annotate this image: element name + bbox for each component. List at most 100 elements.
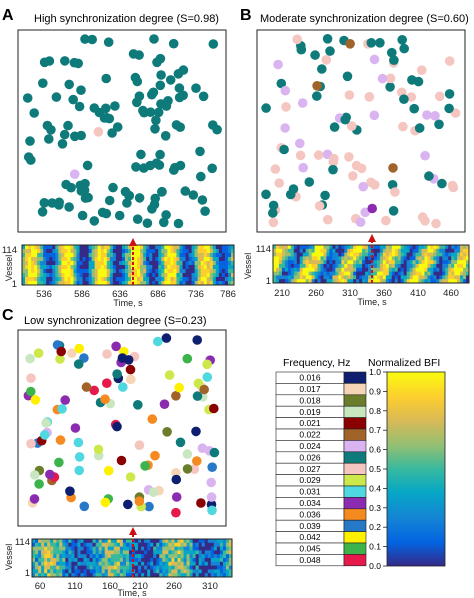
vessel-dot	[420, 150, 430, 161]
vessel-dot	[377, 73, 388, 84]
vessel-dots	[22, 34, 222, 229]
vessel-dot	[44, 134, 54, 144]
vessel-dot	[59, 129, 70, 140]
y-tick-bottom: 1	[25, 568, 30, 579]
vessel-dot	[366, 38, 377, 48]
vessel-dot	[292, 34, 303, 45]
vessel-dot	[389, 55, 399, 65]
vessel-dot	[60, 395, 70, 405]
colorbar-tick: 0.1	[369, 542, 381, 552]
vessel-dot	[397, 35, 408, 45]
vessel-dot	[125, 364, 136, 375]
vessel-dot	[192, 391, 203, 401]
x-tick: 636	[112, 289, 128, 300]
vessel-dot	[147, 414, 158, 424]
vessel-dot	[117, 353, 128, 363]
vessel-dot	[125, 472, 136, 482]
vessel-dot	[26, 373, 36, 384]
vessel-dot	[153, 107, 164, 118]
vessel-dot	[268, 217, 279, 228]
vessel-dot	[168, 38, 179, 49]
colorbar-tick: 0.8	[369, 406, 381, 416]
vessel-dot	[39, 430, 50, 440]
vessel-dot	[417, 212, 428, 222]
vessel-dot	[155, 80, 166, 91]
vessel-dot	[152, 57, 162, 68]
vessel-dot	[54, 457, 64, 468]
legend-value: 0.045	[299, 544, 321, 554]
legend-swatch	[343, 508, 367, 521]
vessel-dot	[274, 178, 285, 188]
time-axis-label: Time, s	[117, 588, 147, 598]
vessel-dot	[89, 103, 100, 113]
vessel-dot	[159, 217, 169, 228]
vessel-dot	[104, 113, 115, 124]
vessel-dot	[409, 103, 420, 114]
vessel-dot	[345, 39, 355, 49]
legend-swatch	[343, 474, 367, 487]
vessel-dot	[26, 155, 36, 165]
panel-title: Moderate synchronization degree (S=0.60)	[260, 13, 469, 25]
vessel-dot	[108, 182, 118, 193]
vessel-dot	[207, 163, 217, 174]
x-tick: 210	[132, 581, 148, 592]
vessel-dot	[140, 461, 150, 471]
vessel-dot	[80, 178, 90, 189]
vessel-dot	[348, 171, 358, 181]
vessel-dot	[97, 207, 108, 218]
vessel-dot	[174, 382, 184, 393]
vessel-dot	[74, 452, 85, 462]
legend-value: 0.036	[299, 509, 321, 519]
x-tick: 310	[342, 288, 358, 299]
vessel-dot	[79, 501, 90, 512]
vessel-dot	[80, 34, 90, 44]
vessel-dot	[151, 115, 161, 126]
vessel-dot	[406, 92, 417, 102]
vessel-dot	[57, 404, 67, 414]
vessel-dot	[149, 199, 160, 210]
vessel-dot	[276, 78, 287, 89]
vessel-dot	[198, 91, 209, 102]
legend-swatch	[343, 462, 367, 475]
vessel-dot	[360, 207, 371, 218]
vessel-dot	[130, 72, 141, 83]
vessel-dot	[191, 426, 201, 437]
vessel-dot	[120, 186, 131, 197]
vessel-dot	[66, 182, 76, 193]
vessel-dot	[192, 335, 202, 345]
vessel-dot	[329, 122, 340, 132]
vessel-dot	[424, 171, 434, 181]
legend-title: Frequency, Hz	[283, 357, 351, 369]
x-tick: 210	[274, 288, 290, 299]
vessel-dot	[390, 187, 400, 197]
vessel-dot	[55, 354, 65, 364]
bfi-colorbar: Normalized BFI 1.0 0.9 0.8 0.7 0.6 0.5 0.4 0.3 0…	[368, 357, 446, 571]
vessel-dot	[38, 78, 48, 88]
x-tick: 586	[74, 289, 90, 300]
vessel-dot	[195, 146, 205, 157]
vessel-dot	[60, 56, 70, 66]
vessel-dot	[37, 207, 48, 217]
vessel-dot	[202, 359, 212, 370]
vessel-dot	[81, 382, 92, 392]
panel-label: C	[2, 307, 14, 324]
x-tick: 260	[166, 581, 182, 592]
vessel-dot	[310, 50, 320, 60]
colorbar-title: Normalized BFI	[368, 357, 440, 369]
x-tick: 110	[67, 581, 82, 592]
vessel-dot	[329, 153, 339, 164]
vessel-dot	[323, 214, 333, 225]
vessel-dot	[132, 214, 143, 224]
colorbar-tick: 0.7	[369, 425, 381, 435]
vessel-dot	[150, 450, 160, 461]
vessel-dot	[29, 108, 39, 118]
vessel-dot	[139, 107, 149, 118]
legend-value: 0.016	[299, 373, 321, 383]
vessel-dot	[209, 447, 220, 458]
vessel-dot	[56, 346, 66, 357]
vessel-dot	[26, 386, 36, 397]
vessel-dot	[54, 200, 64, 210]
vessel-dot	[87, 34, 97, 45]
vessel-dot	[112, 369, 122, 379]
legend-swatch	[343, 542, 367, 555]
